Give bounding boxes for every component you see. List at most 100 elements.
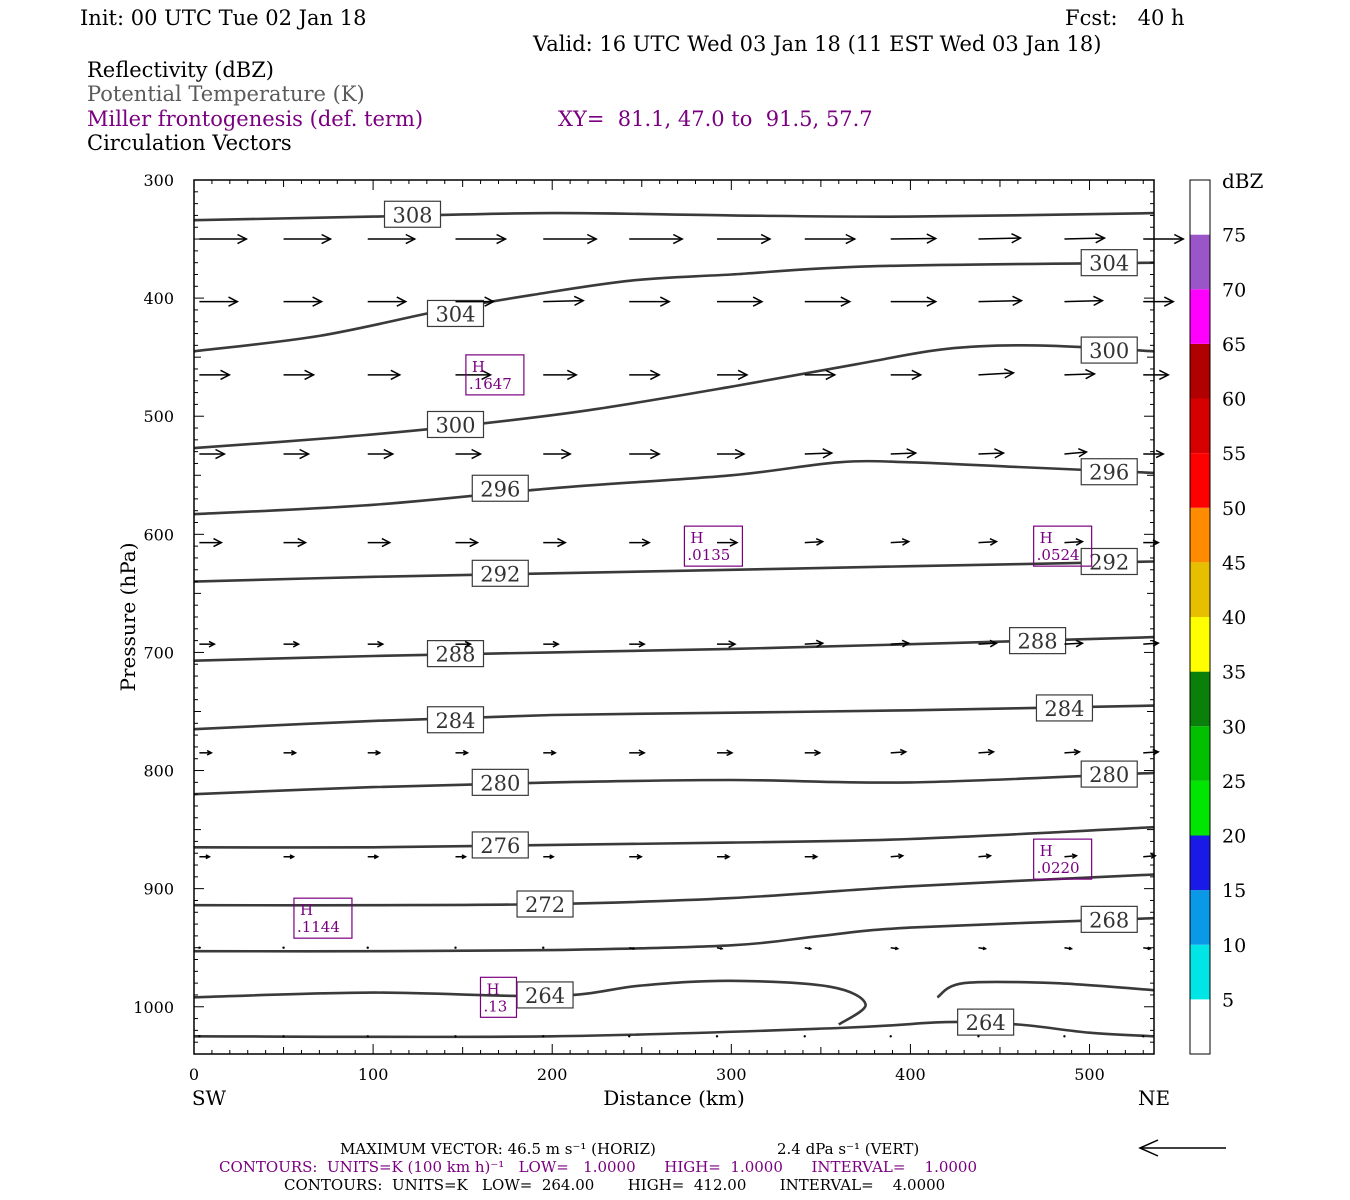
circulation-vector: [1064, 946, 1074, 951]
vector-head: [726, 749, 734, 757]
x-end-right: NE: [1138, 1086, 1170, 1110]
colorbar-tick-label: 20: [1222, 826, 1246, 848]
frontogenesis-value: .0524: [1037, 546, 1080, 564]
vector-head: [292, 640, 301, 648]
vector-head: [1071, 853, 1079, 859]
vector-shaft: [978, 452, 1004, 455]
vector-head: [1093, 295, 1105, 307]
colorbar-tick-label: 15: [1222, 880, 1246, 902]
vector-shaft: [804, 540, 823, 544]
theta-label: 284: [435, 709, 475, 733]
axes: 0 100 200 300 400 500 300 400 500 600 700 800 900 100…: [133, 171, 1155, 1084]
colorbar-bin: [1190, 562, 1210, 617]
circulation-vector: [804, 369, 837, 381]
vector-dot: [889, 1035, 892, 1038]
circulation-vector: [804, 233, 857, 245]
y-tick-label: 800: [143, 762, 174, 781]
frontogenesis-h-label: H: [472, 358, 485, 376]
theta-label-box: [1080, 547, 1138, 576]
vector-head: [220, 369, 232, 381]
circulation-vector: [283, 369, 316, 381]
vector-head: [290, 749, 298, 756]
vector-head: [901, 639, 911, 648]
theta-label-box: [471, 559, 529, 587]
vector-head: [205, 854, 212, 860]
circulation-vector: [978, 538, 999, 546]
circulation-vector: [890, 946, 900, 951]
vector-head: [926, 296, 938, 307]
theta-label-box: [1080, 458, 1138, 486]
vector-shaft: [978, 299, 1022, 303]
vector-head: [638, 640, 646, 648]
vector-head: [469, 537, 480, 548]
circulation-vector: [890, 448, 918, 459]
circulation-vector: [543, 233, 598, 245]
circulation-vector: [978, 946, 988, 951]
circulation-vector: [1064, 538, 1085, 546]
vector-dot: [542, 946, 545, 949]
theta-label: 280: [1089, 763, 1129, 787]
frontogenesis-value: .0220: [1037, 859, 1080, 877]
circulation-vector: [978, 748, 996, 756]
theta-contour-264: [936, 980, 1155, 999]
vector-head: [390, 369, 402, 381]
vector-shaft: [978, 642, 997, 645]
circulation-vector: [1064, 448, 1089, 458]
y-tick-label: 900: [143, 880, 174, 899]
colorbar-bin: [1190, 180, 1210, 235]
vector-shaft: [1143, 642, 1159, 645]
vector-shaft: [1064, 237, 1105, 240]
circulation-vector: [978, 368, 1016, 379]
colorbar-bin: [1190, 507, 1210, 563]
colorbar-tick-label: 60: [1222, 389, 1246, 411]
vector-head: [1075, 639, 1085, 648]
vector-head: [1078, 448, 1089, 458]
max-vector-horiz: MAXIMUM VECTOR: 46.5 m s⁻¹ (HORIZ): [340, 1140, 656, 1158]
frontogenesis-box: [465, 354, 525, 396]
vector-head: [373, 854, 380, 860]
vector-head: [484, 296, 496, 307]
field-vectors: Circulation Vectors: [87, 131, 292, 155]
theta-contour-280: [193, 771, 1155, 796]
theta-label-box: [957, 1008, 1015, 1036]
vector-head: [462, 749, 470, 756]
circulation-vector: [367, 296, 408, 307]
circulation-vector: [283, 233, 333, 245]
x-end-left: SW: [192, 1086, 227, 1110]
vector-head: [815, 639, 825, 648]
circulation-vector: [199, 369, 232, 381]
theta-label: 308: [392, 203, 432, 227]
vector-head: [304, 369, 316, 381]
circulation-vector: [628, 1035, 631, 1038]
theta-label-box: [471, 474, 529, 502]
frontogenesis-max: H.0135: [683, 525, 744, 567]
circulation-vector: [455, 537, 480, 548]
vector-head: [557, 537, 567, 548]
frontogenesis-value: .13: [483, 997, 507, 1015]
vector-head: [396, 296, 408, 307]
circulation-vector: [454, 946, 457, 949]
circulation-vector: [283, 296, 324, 307]
theta-label-box: [426, 640, 485, 668]
vector-head: [632, 946, 636, 950]
circulation-vector: [1064, 233, 1107, 244]
vector-head: [237, 233, 249, 245]
vector-shaft: [1064, 451, 1087, 455]
circulation-vector: [977, 1035, 980, 1038]
circulation-vector: [890, 538, 911, 546]
circulation-vector: [283, 448, 311, 460]
vector-shaft: [1143, 751, 1159, 754]
colorbar-tick-label: 45: [1222, 552, 1246, 574]
forecast-hour: Fcst: 40 h: [1065, 6, 1185, 30]
y-tick-label: 1000: [133, 998, 174, 1017]
theta-label: 292: [1089, 550, 1129, 574]
vector-head: [649, 448, 661, 460]
circulation-vector: [366, 946, 369, 949]
circulation-vector: [716, 946, 724, 950]
vector-shaft: [1064, 299, 1103, 303]
frontogenesis-h-label: H: [486, 980, 499, 998]
vector-dot: [1063, 1035, 1066, 1038]
circulation-vector: [1064, 853, 1079, 859]
vector-shaft: [890, 540, 909, 544]
